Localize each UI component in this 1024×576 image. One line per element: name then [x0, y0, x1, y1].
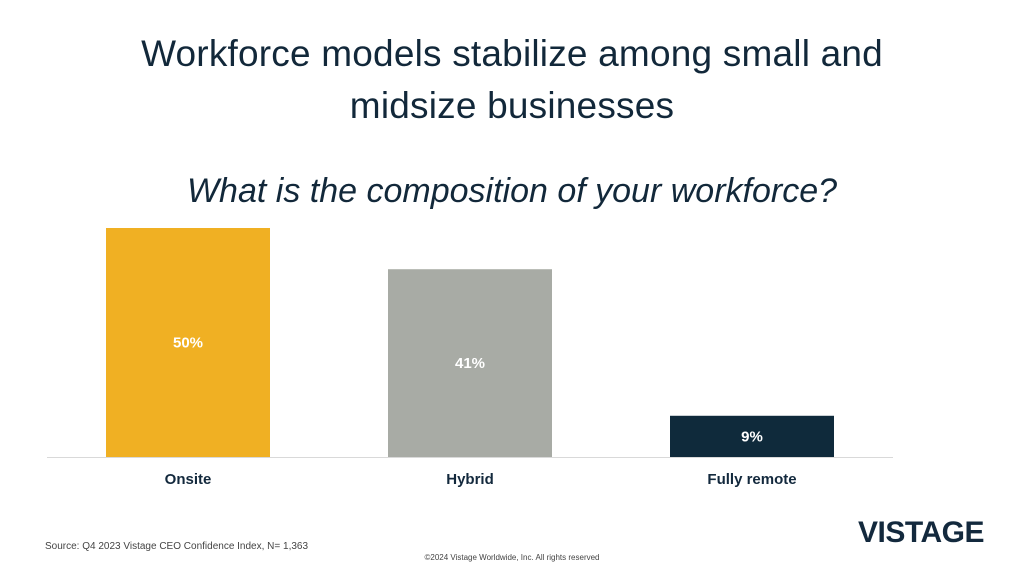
- bar-onsite: [106, 228, 270, 457]
- copyright-note: ©2024 Vistage Worldwide, Inc. All rights…: [424, 553, 600, 562]
- data-label: 9%: [741, 428, 763, 445]
- source-note: Source: Q4 2023 Vistage CEO Confidence I…: [45, 541, 309, 552]
- page-title: Workforce models stabilize among small a…: [0, 28, 1024, 132]
- bar-hybrid: [388, 269, 552, 457]
- x-tick-label: Hybrid: [446, 471, 494, 488]
- data-label: 41%: [455, 355, 485, 372]
- title-line-1: Workforce models stabilize among small a…: [141, 33, 883, 74]
- x-tick-label: Onsite: [165, 471, 212, 488]
- chart-subtitle: What is the composition of your workforc…: [186, 172, 838, 210]
- vistage-logo: VISTAGE: [858, 516, 984, 549]
- x-tick-label: Fully remote: [707, 471, 796, 488]
- bar-fully-remote: [670, 415, 834, 457]
- data-label: 50%: [173, 335, 203, 352]
- title-line-2: midsize businesses: [349, 85, 675, 126]
